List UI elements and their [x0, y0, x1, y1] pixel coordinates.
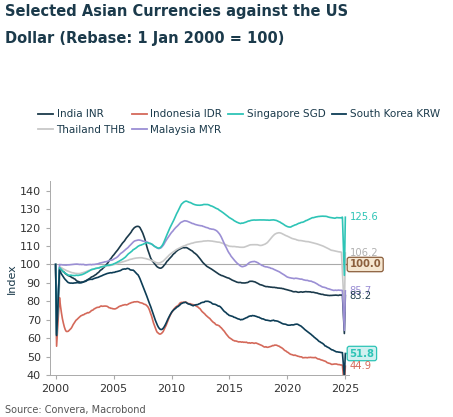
Text: 51.8: 51.8	[347, 349, 374, 359]
Text: Selected Asian Currencies against the US: Selected Asian Currencies against the US	[5, 4, 347, 19]
Text: 100.0: 100.0	[347, 259, 381, 269]
Y-axis label: Index: Index	[7, 263, 17, 294]
Text: Source: Convera, Macrobond: Source: Convera, Macrobond	[5, 405, 145, 415]
Text: 106.2: 106.2	[349, 248, 378, 258]
Text: 85.7: 85.7	[349, 286, 371, 296]
Text: 83.2: 83.2	[349, 291, 371, 301]
Text: Dollar (Rebase: 1 Jan 2000 = 100): Dollar (Rebase: 1 Jan 2000 = 100)	[5, 31, 284, 46]
Text: 125.6: 125.6	[349, 212, 378, 222]
Legend: India INR, Thailand THB, Indonesia IDR, Malaysia MYR, Singapore SGD, South Korea: India INR, Thailand THB, Indonesia IDR, …	[34, 105, 444, 139]
Text: 44.9: 44.9	[349, 361, 371, 371]
